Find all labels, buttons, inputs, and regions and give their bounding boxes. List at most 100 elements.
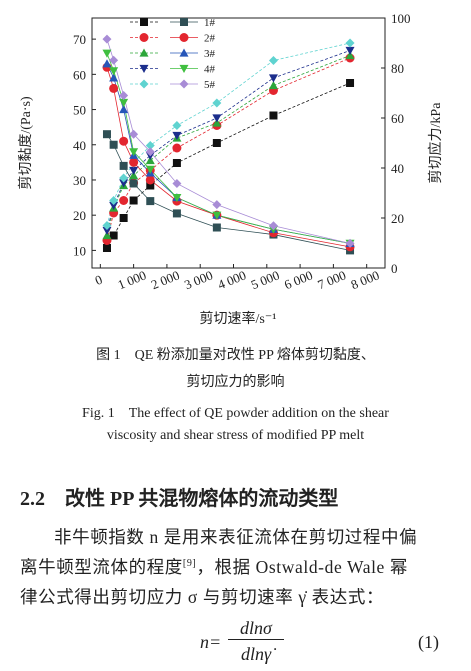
stress-point [119, 173, 129, 183]
paragraph-line: 律公式得出剪切应力 σ 与剪切速率 γ̇ 表达式： [20, 587, 385, 607]
stress-point [212, 139, 221, 147]
caption-cn: 剪切应力的影响 [186, 375, 285, 390]
y2-tick-label: 80 [391, 61, 404, 76]
x-tick-label: 5 000 [249, 267, 282, 292]
x-tick-label: 6 000 [282, 267, 315, 292]
viscosity-line [106, 133, 351, 251]
viscosity-point [109, 55, 119, 65]
viscosity-point [119, 161, 128, 170]
legend-marker [180, 18, 188, 26]
legend-marker [139, 64, 149, 73]
legend-marker [179, 64, 189, 73]
y2-tick-label: 60 [391, 111, 404, 126]
stress-point [102, 244, 111, 252]
caption-en: Fig. 1 The effect of QE powder addition … [82, 406, 389, 421]
y-tick-label: 40 [73, 138, 86, 153]
viscosity-point [145, 165, 155, 174]
viscosity-point [146, 197, 155, 206]
stress-point [109, 231, 118, 240]
viscosity-point [109, 83, 119, 93]
legend-label: 2# [204, 33, 216, 45]
stress-point [129, 166, 139, 175]
y-tick-label: 30 [73, 173, 86, 188]
viscosity-point [172, 209, 181, 218]
text: ，根据 Ostwald-de Wale 幂 [196, 557, 408, 577]
viscosity-point [345, 238, 355, 248]
eq-denominator: dlnγ̇ [240, 644, 272, 664]
eq-lhs: n= [200, 632, 222, 652]
x-axis-label: 剪切速率/s⁻¹ [200, 310, 277, 327]
legend-label: 1# [204, 17, 216, 29]
stress-point [345, 46, 355, 55]
eq-number: (1) [418, 632, 439, 652]
stress-point [345, 51, 355, 60]
viscosity-point [102, 130, 111, 139]
stress-point [102, 226, 112, 235]
viscosity-point [109, 67, 119, 76]
stress-point [269, 111, 278, 120]
viscosity-point [212, 223, 221, 232]
y2-tick-label: 100 [391, 11, 411, 26]
y2-tick-label: 40 [391, 161, 404, 176]
viscosity-point [109, 73, 119, 82]
equation: n= dlnσ dlnγ̇ (1) [0, 618, 471, 670]
paragraph-line: 非牛顿指数 n 是用来表征流体在剪切过程中偏 [54, 527, 418, 547]
stress-point [146, 181, 155, 190]
stress-point [345, 38, 355, 48]
legend-marker [140, 18, 148, 26]
stress-point [268, 81, 278, 90]
legend-label: 5# [204, 79, 216, 91]
viscosity-line [106, 63, 351, 244]
legend-marker [139, 79, 149, 89]
viscosity-point [212, 200, 222, 210]
x-tick-label: 0 [93, 272, 105, 288]
viscosity-point [129, 179, 138, 188]
y2-tick-label: 20 [391, 211, 404, 226]
stress-point [346, 79, 355, 87]
legend-marker [179, 79, 189, 89]
legend-marker [179, 48, 189, 57]
viscosity-point [129, 157, 139, 167]
viscosity-point [129, 148, 139, 157]
stress-point [129, 171, 139, 180]
caption-en: viscosity and shear stress of modified P… [106, 428, 365, 443]
stress-point [119, 179, 129, 188]
stress-point [109, 196, 119, 205]
viscosity-point [109, 140, 118, 149]
stress-point [129, 196, 138, 205]
section-heading: 2.2 改性 PP 共混物熔体的流动类型 [20, 488, 339, 510]
stress-point [102, 221, 112, 230]
y2-tick-label: 0 [391, 261, 398, 276]
chart: 剪切黏度/(Pa·s) 剪切应力/kPa 剪切速率/s⁻¹ 0 1 000 2 00… [18, 11, 444, 327]
stress-point [172, 131, 182, 140]
y-tick-label: 20 [73, 208, 86, 223]
legend-label: 3# [204, 48, 216, 60]
viscosity-point [119, 90, 129, 100]
stress-line [106, 50, 351, 231]
citation: [9] [182, 558, 197, 570]
viscosity-point [119, 105, 129, 114]
viscosity-point [129, 129, 139, 139]
viscosity-point [102, 59, 112, 68]
stress-point [212, 114, 222, 123]
x-tick-label: 4 000 [215, 267, 248, 292]
legend-marker [179, 33, 189, 42]
stress-point [102, 231, 112, 240]
x-tick-label: 1 000 [116, 267, 149, 292]
caption-cn: 图 1 QE 粉添加量对改性 PP 熔体剪切黏度、 [96, 348, 375, 363]
y2-axis-label: 剪切应力/kPa [427, 102, 444, 184]
viscosity-point [268, 221, 278, 231]
stress-point [119, 196, 129, 205]
y-tick-label: 10 [73, 243, 86, 258]
viscosity-point [145, 175, 155, 185]
stress-point [119, 214, 128, 222]
y-tick-label: 60 [73, 67, 86, 82]
viscosity-point [102, 49, 112, 58]
stress-point [109, 201, 119, 210]
stress-point [268, 74, 278, 83]
stress-point [172, 143, 182, 153]
viscosity-point [145, 147, 155, 157]
viscosity-point [102, 34, 112, 44]
plot-frame [91, 17, 386, 269]
